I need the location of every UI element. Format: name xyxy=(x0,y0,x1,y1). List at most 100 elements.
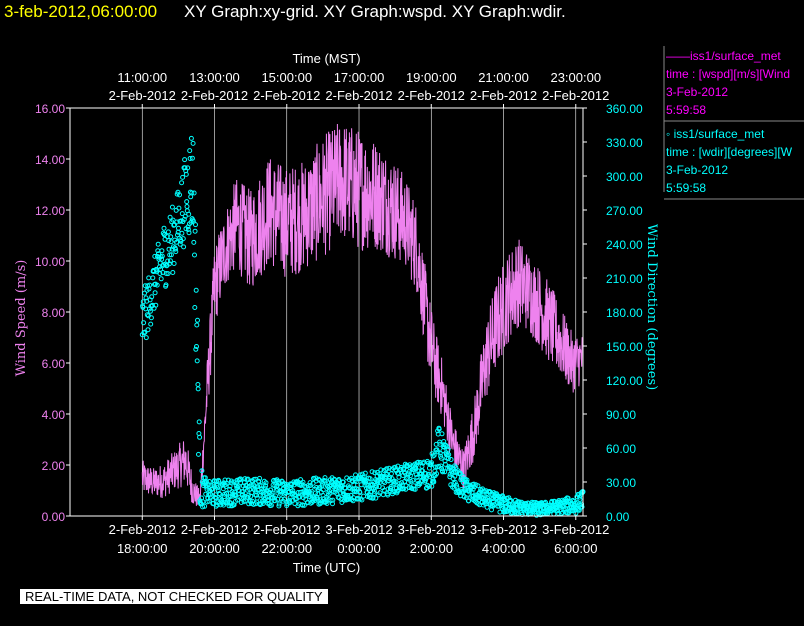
wind-direction-point xyxy=(385,492,391,498)
wind-direction-point xyxy=(417,481,423,487)
wind-direction-point xyxy=(313,490,318,496)
wind-direction-point xyxy=(555,510,561,516)
wind-direction-point xyxy=(388,471,394,477)
top-tick-date: 2-Feb-2012 xyxy=(542,88,609,103)
right-tick-label: 360.00 xyxy=(606,102,643,116)
wind-direction-point xyxy=(193,346,199,352)
wind-direction-point xyxy=(577,496,583,502)
wind-direction-point xyxy=(367,476,373,482)
wind-direction-point xyxy=(275,496,281,502)
left-tick-label: 14.00 xyxy=(35,153,65,167)
wind-direction-point xyxy=(551,511,557,517)
wind-direction-point xyxy=(179,211,185,217)
axes: 0.00 2.00 4.00 6.00 8.00 10.00 12.00 14.00 16.00… xyxy=(14,51,659,575)
wind-direction-point xyxy=(181,216,187,222)
wind-direction-point xyxy=(249,490,255,496)
graph-title-header: XY Graph:xy-grid. XY Graph:wspd. XY Grap… xyxy=(184,2,566,21)
wind-direction-point xyxy=(386,465,392,471)
right-tick-label: 90.00 xyxy=(606,408,636,422)
bottom-tick-time: 20:00:00 xyxy=(189,541,240,556)
wind-direction-point xyxy=(347,485,353,491)
wind-direction-point xyxy=(357,490,363,496)
wind-direction-point xyxy=(451,485,457,491)
wind-direction-point xyxy=(459,477,465,482)
wind-direction-point xyxy=(433,464,438,470)
right-tick-label: 30.00 xyxy=(606,476,636,490)
right-tick-label: 270.00 xyxy=(606,204,643,218)
wind-direction-point xyxy=(197,434,203,440)
wind-direction-point xyxy=(178,238,184,244)
wind-direction-point xyxy=(327,490,333,496)
wind-direction-point xyxy=(213,495,219,501)
wind-direction-point xyxy=(245,492,251,498)
wind-direction-point xyxy=(184,199,190,205)
wind-direction-point xyxy=(229,489,235,494)
wind-direction-point xyxy=(161,225,167,231)
legend-series-name: ——iss1/surface_met xyxy=(666,49,781,63)
wind-direction-point xyxy=(426,484,432,490)
left-tick-label: 0.00 xyxy=(42,510,66,524)
wind-direction-point xyxy=(464,479,470,485)
wind-direction-point xyxy=(163,282,169,288)
wind-direction-point xyxy=(195,386,201,392)
wind-direction-point xyxy=(446,452,452,458)
wind-direction-point xyxy=(442,469,448,475)
wind-direction-point xyxy=(195,317,200,323)
wind-direction-point xyxy=(470,486,476,492)
wind-direction-point xyxy=(469,489,475,495)
wind-direction-point xyxy=(276,501,282,507)
wind-direction-point xyxy=(300,502,306,508)
wind-direction-point xyxy=(367,495,373,501)
wind-direction-point xyxy=(430,453,436,459)
right-tick-label: 120.00 xyxy=(606,374,643,388)
wind-direction-point xyxy=(427,473,433,479)
wind-direction-point xyxy=(336,477,342,482)
bottom-tick-time: 2:00:00 xyxy=(410,541,453,556)
wind-direction-point xyxy=(191,239,197,245)
bottom-tick-time: 22:00:00 xyxy=(261,541,312,556)
wind-direction-point xyxy=(441,439,447,444)
top-axis-label: Time (MST) xyxy=(292,51,360,66)
wind-direction-point xyxy=(147,308,153,314)
wind-direction-point xyxy=(190,218,196,224)
wind-direction-point xyxy=(159,248,165,254)
right-tick-label: 60.00 xyxy=(606,442,636,456)
legend-series-time: 5:59:58 xyxy=(666,103,706,117)
wind-direction-point xyxy=(426,471,432,477)
wind-direction-point xyxy=(189,155,195,161)
bottom-tick-date: 2-Feb-2012 xyxy=(109,522,176,537)
wind-direction-point xyxy=(165,229,171,235)
bottom-tick-time: 6:00:00 xyxy=(554,541,597,556)
top-tick-date: 2-Feb-2012 xyxy=(109,88,176,103)
top-tick-date: 2-Feb-2012 xyxy=(253,88,320,103)
wind-direction-point xyxy=(183,171,189,177)
wind-direction-point xyxy=(191,190,197,196)
wind-direction-point xyxy=(186,230,192,236)
top-tick-time: 19:00:00 xyxy=(406,70,457,85)
wind-direction-point xyxy=(573,510,579,516)
bottom-tick-date: 3-Feb-2012 xyxy=(398,522,465,537)
right-tick-label: 240.00 xyxy=(606,238,643,252)
wind-direction-point xyxy=(179,180,185,186)
wind-direction-point xyxy=(330,497,336,503)
top-tick-date: 2-Feb-2012 xyxy=(470,88,537,103)
legend-series-date: 3-Feb-2012 xyxy=(666,163,728,177)
wind-direction-point xyxy=(196,419,202,425)
wind-direction-point xyxy=(415,459,421,465)
wind-direction-point xyxy=(149,294,155,300)
wind-direction-point xyxy=(419,463,425,469)
legend-series-time: 5:59:58 xyxy=(666,181,706,195)
wind-direction-point xyxy=(307,480,313,486)
wind-direction-point xyxy=(260,501,266,506)
wind-direction-point xyxy=(202,475,208,481)
wind-direction-point xyxy=(320,487,326,493)
wind-direction-point xyxy=(316,476,322,482)
wind-direction-point xyxy=(403,476,409,482)
top-tick-date: 2-Feb-2012 xyxy=(181,88,248,103)
wind-direction-point xyxy=(148,315,154,321)
wind-direction-point xyxy=(350,498,356,504)
legend-series-name: ◦ iss1/surface_met xyxy=(666,127,765,141)
wind-direction-point xyxy=(182,157,188,163)
